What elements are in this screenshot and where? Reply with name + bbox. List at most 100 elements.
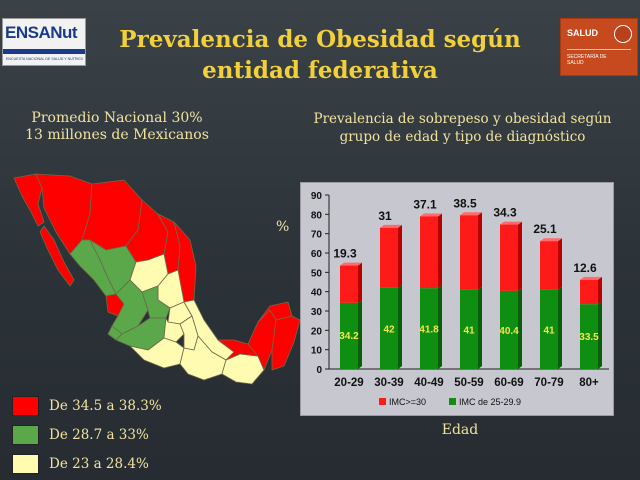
bar-imc-obesity: [540, 241, 558, 290]
x-tick-label: 70-79: [534, 377, 563, 389]
map-legend-label-high: De 34.5 a 38.3%: [49, 398, 162, 414]
x-tick-label: 20-29: [334, 377, 363, 389]
bar-imc-obesity: [340, 265, 358, 303]
bar-imc-obesity: [460, 215, 478, 290]
data-label-imc-obesity: 38.5: [453, 196, 477, 210]
national-average-line2: 13 millones de Mexicanos: [25, 127, 209, 143]
bar-side-imc-overweight: [438, 285, 442, 369]
bar-side-imc-obesity: [558, 238, 562, 290]
ensanut-logo-subtext: ENCUESTA NACIONAL DE SALUD Y NUTRICIÓN: [6, 57, 83, 61]
x-tick-label: 40-49: [414, 377, 443, 389]
bar-imc-overweight: [340, 302, 358, 369]
bar-side-imc-obesity: [398, 224, 402, 288]
bar-side-imc-overweight: [398, 284, 402, 369]
bar-imc-obesity: [380, 227, 398, 288]
bar-side-imc-overweight: [358, 299, 362, 369]
data-label-imc-overweight: 42: [383, 324, 395, 335]
bar-chart-panel: 0 10 20 30 40 50 60 70 80 90 34.2 19.3 20-29 42 31 30-3…: [300, 182, 614, 416]
bar-side-imc-obesity: [598, 276, 602, 305]
map-legend-item-low: De 23 a 28.4%: [12, 454, 212, 474]
bar-top-imc-obesity: [460, 212, 482, 216]
bar-top-imc-obesity: [380, 224, 402, 228]
y-tick-label: 80: [311, 210, 323, 221]
chart-subtitle: Prevalencia de sobrepeso y obesidad segú…: [295, 110, 630, 146]
bar-side-imc-obesity: [438, 213, 442, 289]
bar-side-imc-overweight: [478, 286, 482, 369]
bar-side-imc-overweight: [518, 287, 522, 369]
bar-imc-overweight: [420, 288, 438, 369]
bar-top-imc-obesity: [420, 213, 442, 217]
map-legend-swatch-high: [12, 396, 39, 416]
chart-legend-label: IMC de 25-29.9: [459, 397, 521, 407]
mexico-map: [8, 170, 304, 392]
bar-chart: 0 10 20 30 40 50 60 70 80 90 34.2 19.3 20-29 42 31 30-3…: [311, 191, 609, 407]
chart-legend-label: IMC>=30: [389, 397, 426, 407]
national-average-line1: Promedio Nacional 30%: [31, 110, 203, 126]
map-legend: De 34.5 a 38.3% De 28.7 a 33% De 23 a 28…: [12, 396, 212, 480]
page-title-line1: Prevalencia de Obesidad según: [119, 26, 521, 53]
salud-logo-text: SALUD: [567, 28, 598, 38]
map-state-quintana-roo: [271, 315, 301, 371]
y-tick-label: 70: [311, 230, 323, 241]
mexico-map-svg: [13, 173, 301, 385]
bar-imc-obesity: [580, 279, 598, 305]
chart-legend-swatch: [449, 398, 456, 405]
data-label-imc-obesity: 12.6: [573, 261, 597, 275]
salud-logo: SALUD SECRETARÍA DE SALUD: [560, 18, 638, 76]
y-tick-label: 0: [316, 365, 322, 376]
chart-subtitle-line1: Prevalencia de sobrepeso y obesidad segú…: [313, 111, 612, 127]
bar-imc-overweight: [380, 287, 398, 369]
page-title-line2: entidad federativa: [202, 57, 438, 84]
data-label-imc-overweight: 41: [543, 325, 555, 336]
map-legend-item-high: De 34.5 a 38.3%: [12, 396, 212, 416]
map-legend-swatch-mid: [12, 425, 39, 445]
x-axis-label: Edad: [441, 422, 479, 438]
bar-top-imc-obesity: [500, 221, 522, 225]
data-label-imc-overweight: 33.5: [579, 332, 599, 343]
map-legend-label-low: De 23 a 28.4%: [49, 456, 149, 472]
y-tick-label: 40: [311, 288, 323, 299]
map-legend-item-mid: De 28.7 a 33%: [12, 425, 212, 445]
map-state-guanajuato: [141, 285, 171, 319]
y-tick-label: 30: [311, 307, 323, 318]
bar-side-imc-obesity: [358, 262, 362, 303]
salud-seal-icon: [614, 25, 632, 43]
data-label-imc-obesity: 31: [378, 209, 392, 223]
map-legend-swatch-low: [12, 454, 39, 474]
y-tick-label: 90: [311, 191, 323, 202]
bar-imc-overweight: [500, 290, 518, 369]
data-label-imc-overweight: 40.4: [499, 326, 519, 337]
map-legend-label-mid: De 28.7 a 33%: [49, 427, 149, 443]
national-average-subtitle: Promedio Nacional 30% 13 millones de Mex…: [12, 110, 222, 144]
x-tick-label: 60-69: [494, 377, 523, 389]
bar-imc-overweight: [540, 289, 558, 369]
data-label-imc-obesity: 19.3: [333, 247, 357, 261]
bar-imc-overweight: [460, 289, 478, 369]
y-axis-label: %: [276, 219, 290, 235]
ensanut-logo: ENSANut ENCUESTA NACIONAL DE SALUD Y NUT…: [2, 18, 86, 66]
x-tick-label: 30-39: [374, 377, 403, 389]
bar-top-imc-obesity: [340, 262, 362, 266]
x-tick-label: 80+: [579, 377, 599, 389]
bar-top-imc-obesity: [540, 238, 562, 242]
chart-subtitle-line2: grupo de edad y tipo de diagnóstico: [339, 129, 586, 145]
y-tick-label: 20: [311, 326, 323, 337]
bar-imc-obesity: [500, 224, 518, 291]
salud-logo-divider: [567, 49, 631, 50]
salud-logo-subtext: SECRETARÍA DE SALUD: [567, 54, 607, 66]
map-state-baja-california-sur: [39, 225, 75, 287]
data-label-imc-obesity: 37.1: [413, 197, 437, 211]
map-state-tabasco: [217, 339, 259, 361]
bar-imc-obesity: [420, 216, 438, 289]
y-tick-label: 50: [311, 268, 323, 279]
bar-side-imc-obesity: [518, 221, 522, 291]
ensanut-logo-text: ENSANut: [5, 23, 78, 42]
bar-side-imc-overweight: [598, 301, 602, 369]
y-tick-label: 60: [311, 249, 323, 260]
data-label-imc-overweight: 41.8: [419, 325, 439, 336]
x-tick-label: 50-59: [454, 377, 483, 389]
bar-side-imc-overweight: [558, 286, 562, 369]
data-label-imc-obesity: 34.3: [493, 206, 517, 220]
bar-side-imc-obesity: [478, 212, 482, 290]
data-label-imc-obesity: 25.1: [533, 222, 557, 236]
